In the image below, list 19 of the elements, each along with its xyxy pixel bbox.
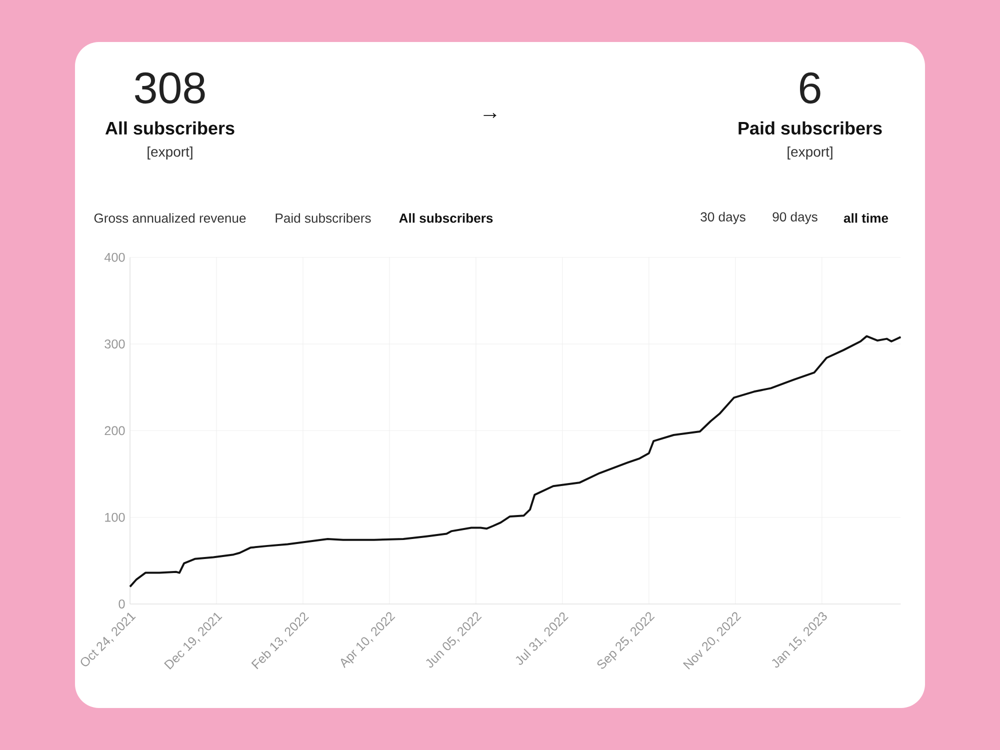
text: All subscribers — [105, 121, 234, 135]
text: 90 days — [772, 212, 818, 224]
text: 308 — [134, 72, 205, 104]
text: all time — [844, 213, 888, 223]
text: [export] — [788, 146, 832, 160]
y-tick-label: 400 — [104, 252, 125, 262]
text: 30 days — [700, 212, 746, 224]
y-tick-label: 200 — [104, 426, 125, 436]
y-tick-label: 300 — [104, 340, 125, 348]
y-tick-label: 0 — [118, 600, 125, 608]
text: Gross annualized revenue — [94, 213, 246, 223]
text: [export] — [148, 146, 192, 160]
text: 6 — [800, 72, 820, 104]
text: → — [484, 112, 496, 118]
y-tick-label: 100 — [105, 512, 125, 522]
text: Paid subscribers — [738, 121, 882, 135]
text: Paid subscribers — [276, 213, 371, 223]
line-series — [129, 335, 902, 588]
text: All subscribers — [399, 213, 493, 223]
